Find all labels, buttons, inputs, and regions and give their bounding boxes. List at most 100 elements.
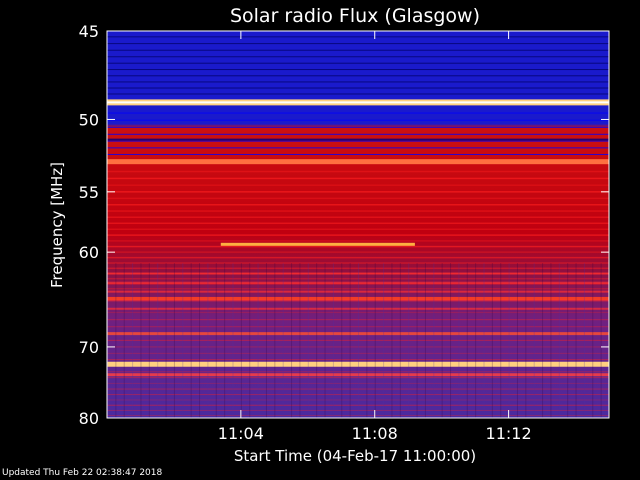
spectrogram-band [107,210,609,212]
time-column [332,263,334,418]
spectrogram-band [107,311,609,313]
time-column [433,263,435,418]
time-column [583,263,585,418]
spectrogram-band [107,204,609,206]
spectrogram-band [107,222,609,225]
time-column [575,263,577,418]
spectrogram-band [107,140,609,142]
spectrogram-band [107,377,609,379]
spectrogram-band [107,112,609,114]
spectrogram-band [107,191,609,193]
spectrogram-band [107,153,609,155]
spectrogram-band [107,197,609,200]
y-axis-label: Frequency [MHz] [48,162,66,288]
spectrogram-band [107,36,609,38]
spectrogram-band [107,281,609,284]
spectrogram-band [107,359,609,361]
time-column [349,263,351,418]
time-column [199,263,201,418]
time-column [399,263,401,418]
time-column [542,263,544,418]
spectrogram-band [107,177,609,180]
chart-title: Solar radio Flux (Glasgow) [230,5,480,27]
spectrogram-band [107,373,609,377]
spectrogram-band [107,346,609,348]
x-axis-label: Start Time (04-Feb-17 11:00:00) [234,447,476,465]
spectrogram-band [107,240,609,242]
time-column [567,263,569,418]
bright-band [107,101,609,104]
time-column [483,263,485,418]
time-column [525,263,527,418]
spectrogram-band [107,277,609,280]
time-column [291,263,293,418]
time-column [458,263,460,418]
time-column [265,263,267,418]
y-tick-label: 55 [79,183,99,202]
spectrogram-band [107,147,609,149]
spectrogram-band [107,43,609,45]
time-column [257,263,259,418]
time-column [558,263,560,418]
updated-timestamp: Updated Thu Feb 22 02:38:47 2018 [2,468,163,478]
spectrogram-band [107,409,609,411]
time-column [533,263,535,418]
time-column [232,263,234,418]
spectrogram-band [107,81,609,83]
time-column [165,263,167,418]
spectrogram-band [107,382,609,384]
plot-area [106,30,610,419]
time-column [299,263,301,418]
spectrogram-band [107,234,609,236]
time-column [224,263,226,418]
time-column [115,263,117,418]
time-column [123,263,125,418]
spectrogram-band [107,326,609,328]
time-column [282,263,284,418]
spectrogram-band [107,404,609,406]
spectrogram-band [107,170,609,173]
time-column [140,263,142,418]
spectrogram-band [107,352,609,354]
y-tick-label: 50 [79,110,99,129]
spectrogram-band [107,339,609,341]
y-tick-label: 60 [79,243,99,262]
time-column [173,263,175,418]
time-column [207,263,209,418]
y-axis: 45 50 55 60 70 80 [79,22,609,428]
spectrogram-band [107,62,609,64]
spectrogram-band [107,371,609,373]
time-column [182,263,184,418]
time-column [450,263,452,418]
time-column [550,263,552,418]
spectrogram-band [107,133,609,135]
time-column [341,263,343,418]
bright-band [107,159,609,165]
time-column [190,263,192,418]
spectrogram-band [107,184,609,186]
spectrogram-band [107,69,609,71]
spectrogram-band [107,138,609,141]
time-column [132,263,134,418]
spectrogram-band [107,290,609,293]
time-column [441,263,443,418]
spectrogram-band [107,87,609,89]
time-column [491,263,493,418]
spectrogram-band [107,93,609,95]
spectrogram-band [107,414,609,416]
spectrogram-band [107,394,609,396]
spectrogram-band [107,287,609,290]
time-column [475,263,477,418]
spectrogram-band [107,49,609,51]
plot-frame [106,30,610,419]
emission-streak [220,242,415,246]
time-column [600,263,602,418]
time-column [516,263,518,418]
spectrogram-band [107,245,609,248]
spectrogram-band [107,228,609,231]
time-column [307,263,309,418]
x-axis: 11:04 11:08 11:12 [218,31,532,443]
x-tick-label: 11:04 [218,424,264,443]
time-column [274,263,276,418]
